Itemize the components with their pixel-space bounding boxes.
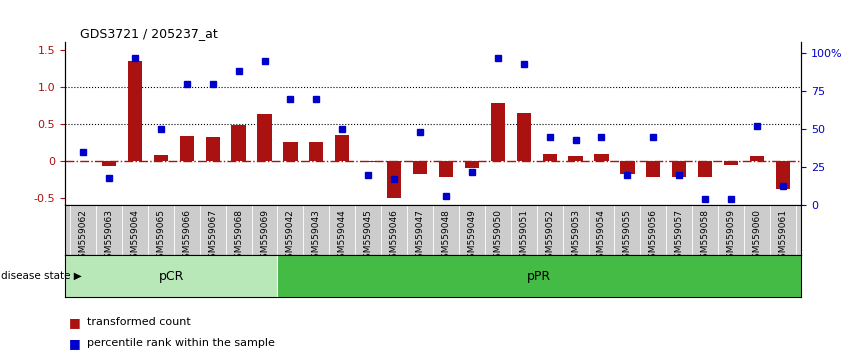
Text: ■: ■ (69, 316, 81, 329)
Bar (465, 161, 479, 168)
Bar (568, 156, 583, 161)
Bar (646, 161, 661, 177)
Text: GSM559058: GSM559058 (701, 209, 709, 264)
Text: GSM559056: GSM559056 (649, 209, 658, 264)
Text: GSM559068: GSM559068 (234, 209, 243, 264)
Text: GSM559050: GSM559050 (494, 209, 502, 264)
Text: GSM559051: GSM559051 (520, 209, 528, 264)
Bar (724, 161, 738, 165)
Text: transformed count: transformed count (87, 317, 191, 327)
Bar (542, 154, 557, 161)
Text: GSM559046: GSM559046 (390, 209, 398, 264)
Text: pCR: pCR (158, 270, 184, 282)
Text: GSM559053: GSM559053 (571, 209, 580, 264)
Bar (205, 137, 220, 161)
Text: GSM559043: GSM559043 (312, 209, 321, 264)
Bar (277, 255, 801, 297)
Bar (491, 103, 505, 161)
Bar (517, 113, 531, 161)
Bar (361, 161, 375, 162)
Text: GSM559045: GSM559045 (364, 209, 372, 264)
Bar (335, 135, 349, 161)
Bar (65, 255, 277, 297)
Text: GSM559047: GSM559047 (416, 209, 424, 264)
Text: GSM559052: GSM559052 (545, 209, 554, 264)
Bar (102, 161, 116, 166)
Text: GSM559063: GSM559063 (105, 209, 113, 264)
Bar (776, 161, 790, 189)
Bar (413, 161, 427, 174)
Bar (698, 161, 712, 177)
Text: GSM559066: GSM559066 (182, 209, 191, 264)
Text: GSM559057: GSM559057 (675, 209, 684, 264)
Text: GSM559060: GSM559060 (753, 209, 761, 264)
Bar (387, 161, 401, 198)
Bar (620, 161, 635, 174)
Text: GSM559042: GSM559042 (286, 209, 295, 264)
Bar (154, 155, 168, 161)
Text: GSM559069: GSM559069 (260, 209, 269, 264)
Bar (594, 154, 609, 161)
Text: GSM559044: GSM559044 (338, 209, 346, 264)
Text: ■: ■ (69, 337, 81, 350)
Bar (750, 156, 764, 161)
Text: GSM559067: GSM559067 (208, 209, 217, 264)
Bar (231, 125, 246, 161)
Bar (672, 161, 687, 177)
Bar (283, 142, 298, 161)
Bar (179, 136, 194, 161)
Text: percentile rank within the sample: percentile rank within the sample (87, 338, 275, 348)
Bar (309, 142, 324, 161)
Text: GSM559062: GSM559062 (79, 209, 87, 264)
Text: GDS3721 / 205237_at: GDS3721 / 205237_at (80, 27, 217, 40)
Bar (128, 61, 142, 161)
Text: GSM559048: GSM559048 (442, 209, 450, 264)
Text: disease state ▶: disease state ▶ (1, 271, 81, 281)
Text: GSM559065: GSM559065 (157, 209, 165, 264)
Text: GSM559054: GSM559054 (597, 209, 606, 264)
Text: GSM559049: GSM559049 (468, 209, 476, 264)
Bar (257, 114, 272, 161)
Text: GSM559055: GSM559055 (623, 209, 632, 264)
Text: GSM559061: GSM559061 (779, 209, 787, 264)
Text: GSM559059: GSM559059 (727, 209, 735, 264)
Text: pPR: pPR (527, 270, 552, 282)
Text: GSM559064: GSM559064 (131, 209, 139, 264)
Bar (439, 161, 453, 177)
